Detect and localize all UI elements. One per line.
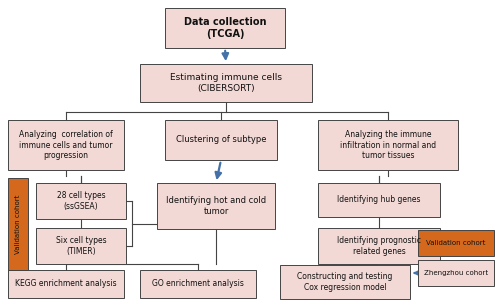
Text: KEGG enrichment analysis: KEGG enrichment analysis <box>15 279 117 288</box>
FancyBboxPatch shape <box>8 270 124 298</box>
FancyBboxPatch shape <box>418 260 494 286</box>
FancyBboxPatch shape <box>8 120 124 170</box>
Text: Clustering of subtype: Clustering of subtype <box>176 135 266 145</box>
Text: Identifying hot and cold
tumor: Identifying hot and cold tumor <box>166 196 266 216</box>
Text: Constructing and testing
Cox regression model: Constructing and testing Cox regression … <box>298 272 392 292</box>
Text: Validation cohort: Validation cohort <box>15 194 21 254</box>
Text: Analyzing  correlation of
immune cells and tumor
progression: Analyzing correlation of immune cells an… <box>19 130 113 160</box>
Text: Identifying prognostic
related genes: Identifying prognostic related genes <box>337 236 421 256</box>
Text: 28 cell types
(ssGSEA): 28 cell types (ssGSEA) <box>56 191 106 211</box>
FancyBboxPatch shape <box>318 183 440 217</box>
Text: Identifying hub genes: Identifying hub genes <box>337 195 421 205</box>
FancyBboxPatch shape <box>418 230 494 256</box>
FancyBboxPatch shape <box>165 120 277 160</box>
Text: Data collection
(TCGA): Data collection (TCGA) <box>184 17 266 39</box>
Text: Six cell types
(TIMER): Six cell types (TIMER) <box>56 236 106 256</box>
FancyBboxPatch shape <box>36 183 126 219</box>
FancyBboxPatch shape <box>36 228 126 264</box>
FancyBboxPatch shape <box>280 265 410 299</box>
Text: GO enrichment analysis: GO enrichment analysis <box>152 279 244 288</box>
Text: Validation cohort: Validation cohort <box>426 240 486 246</box>
FancyBboxPatch shape <box>140 64 312 102</box>
Text: Zhengzhou cohort: Zhengzhou cohort <box>424 270 488 276</box>
FancyBboxPatch shape <box>318 228 440 264</box>
Text: Analyzing the immune
infiltration in normal and
tumor tissues: Analyzing the immune infiltration in nor… <box>340 130 436 160</box>
FancyBboxPatch shape <box>140 270 256 298</box>
Text: Estimating immune cells
(CIBERSORT): Estimating immune cells (CIBERSORT) <box>170 73 282 93</box>
FancyBboxPatch shape <box>157 183 275 229</box>
FancyBboxPatch shape <box>318 120 458 170</box>
FancyBboxPatch shape <box>8 178 28 270</box>
FancyBboxPatch shape <box>165 8 285 48</box>
